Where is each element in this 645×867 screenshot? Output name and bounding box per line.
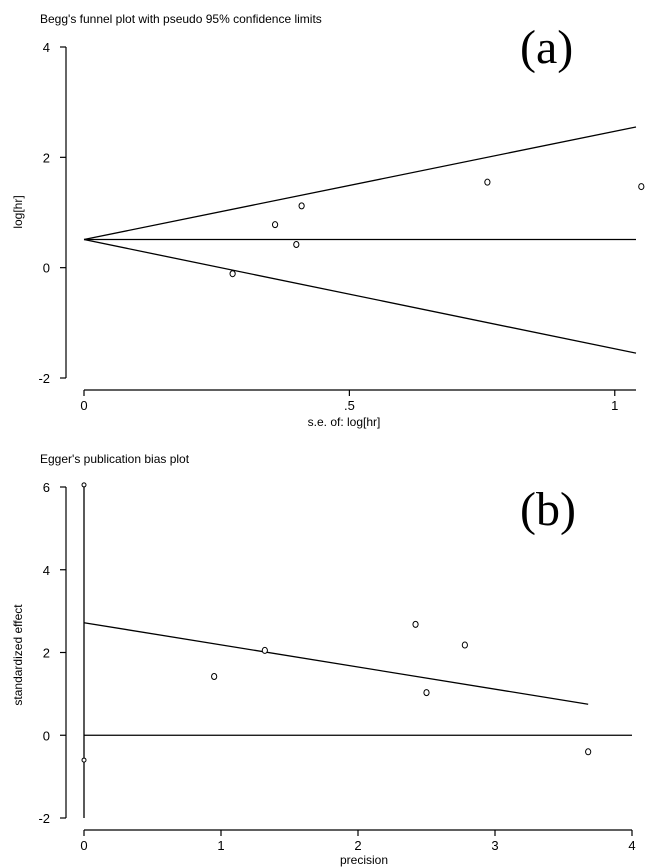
chart-b-y-tick-label: 4 [43,563,50,578]
chart-b-y-tick-label: 2 [43,646,50,661]
begg-funnel-plot: Begg's funnel plot with pseudo 95% confi… [11,12,645,429]
chart-b-data-point [412,620,419,628]
intercept-point [81,757,87,763]
chart-b-panel-label: (b) [520,483,576,536]
chart-a-y-tick-label: 2 [43,150,50,165]
chart-b-y-tick-label: 6 [43,480,50,495]
chart-a-data-point [293,240,300,248]
funnel-upper-limit [83,126,637,241]
chart-b-title: Egger's publication bias plot [40,452,190,466]
chart-a-data-point [229,270,236,278]
chart-a-ylabel: log[hr] [11,195,25,228]
chart-b-data-point [261,646,268,654]
chart-a-xlabel: s.e. of: log[hr] [308,415,381,429]
chart-b-y-tick-label: 0 [43,728,50,743]
chart-a-x-tick-label: 1 [611,398,618,413]
intercept-point [81,482,87,488]
egger-bias-plot: Egger's publication bias plot (b) precis… [11,452,636,867]
chart-b-x-tick-label: 1 [217,838,224,853]
chart-a-data-point [298,202,305,210]
chart-b-x-tick-label: 3 [491,838,498,853]
chart-a-y-tick-label: -2 [38,371,50,386]
chart-a-panel-label: (a) [520,21,573,74]
chart-b-y-tick-label: -2 [38,811,50,826]
chart-a-x-tick-label: 0 [80,398,87,413]
chart-a-y-tick-label: 0 [43,261,50,276]
chart-a-data-point [638,183,645,191]
chart-b-x-tick-label: 2 [354,838,361,853]
chart-a-title: Begg's funnel plot with pseudo 95% confi… [40,12,322,26]
chart-a-x-tick-label: .5 [344,398,355,413]
chart-b-xlabel: precision [340,853,388,867]
chart-a-y-tick-label: 4 [43,40,50,55]
chart-a-data-point [271,221,279,229]
chart-a-data-point [484,178,491,186]
chart-b-ylabel: standardized effect [11,604,25,706]
chart-b-x-tick-label: 0 [80,838,87,853]
chart-b-data-point [211,672,218,680]
chart-b-x-tick-label: 4 [628,838,635,853]
chart-b-data-point [461,641,468,649]
chart-b-data-point [585,748,592,756]
chart-b-data-point [423,689,430,697]
funnel-lower-limit [83,238,637,354]
regression-line [83,622,589,705]
